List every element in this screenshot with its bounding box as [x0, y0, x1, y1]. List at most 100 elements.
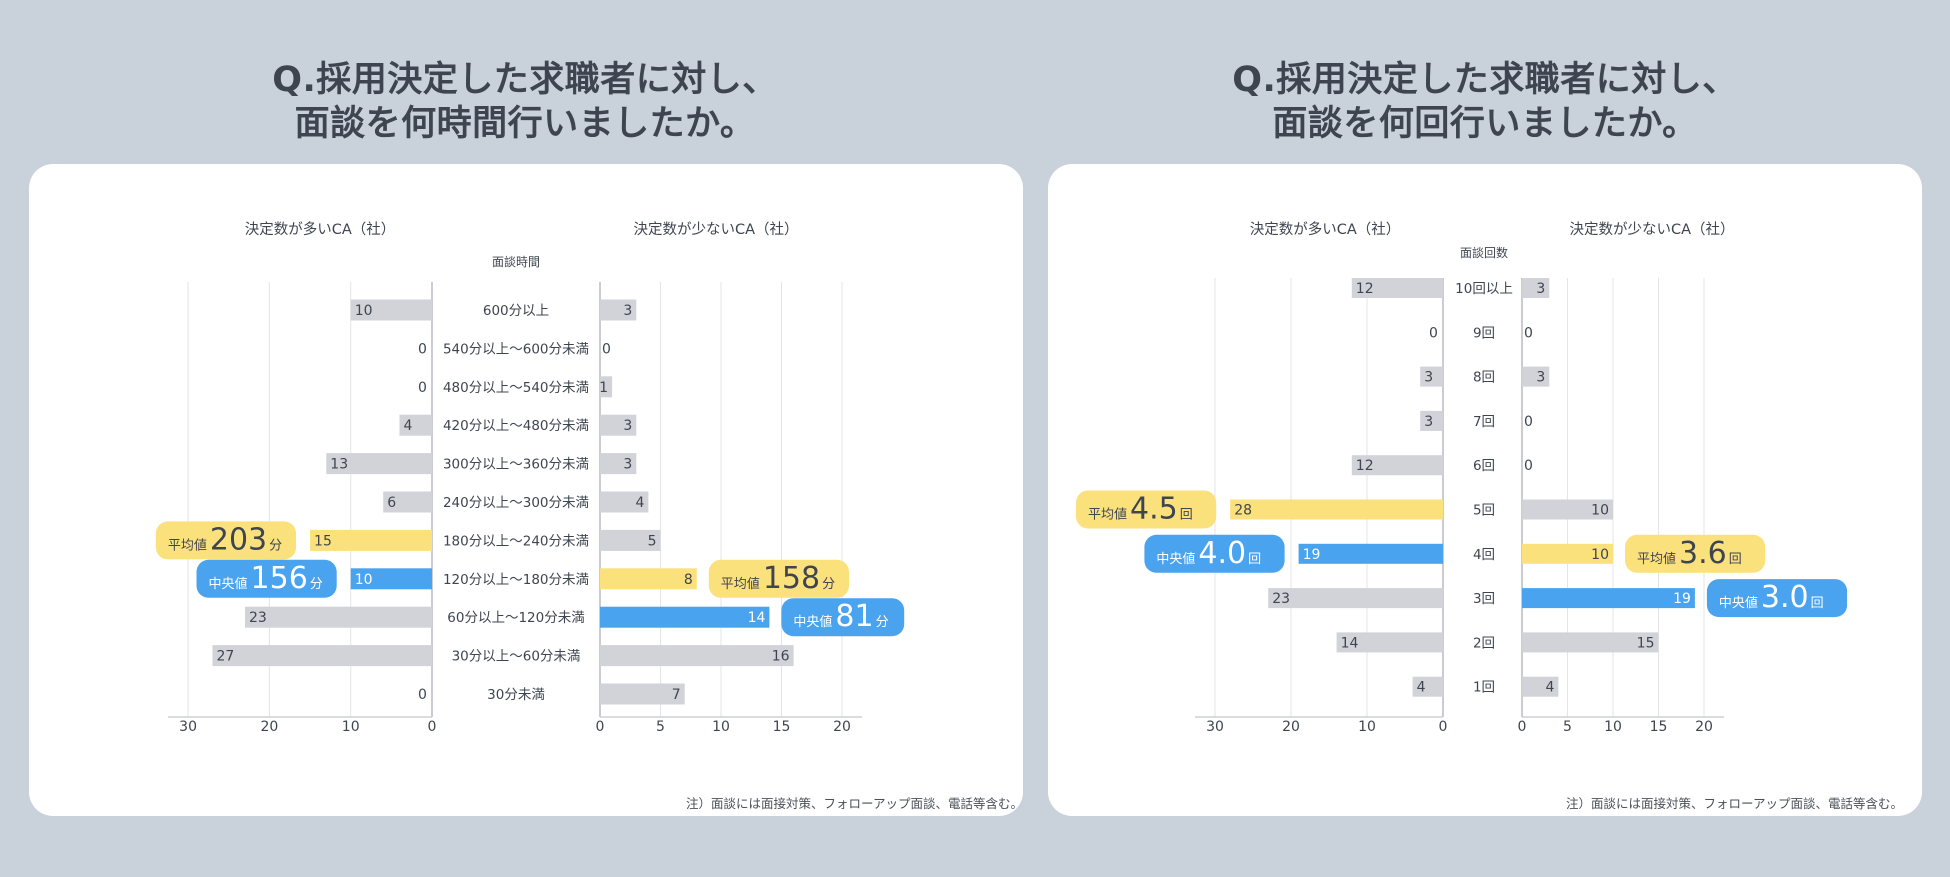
- bar-right: [600, 645, 794, 667]
- category-label: 240分以上〜300分未満: [443, 495, 589, 511]
- bar-right: [600, 414, 637, 436]
- x-tick-label-left: 20: [1282, 719, 1300, 735]
- category-label: 8回: [1473, 370, 1495, 386]
- mean-badge-left-badge: [155, 521, 297, 560]
- bar-left: [1412, 676, 1443, 697]
- x-tick-label-right: 0: [596, 719, 605, 735]
- category-label: 3回: [1473, 591, 1495, 607]
- bar-value-label-left: 12: [1356, 281, 1374, 297]
- median-badge-right-badge: [1706, 579, 1848, 618]
- bar-right: [600, 606, 770, 628]
- x-tick-label-right: 5: [1563, 719, 1572, 735]
- bar-left: [1420, 410, 1443, 431]
- category-header: 面談回数: [1460, 245, 1508, 260]
- median-badge-left-value: 156: [251, 561, 308, 596]
- bar-value-label-right: 3: [623, 303, 632, 319]
- series-header-right: 決定数が少ないCA（社）: [633, 221, 798, 238]
- bar-value-label-left: 28: [1234, 503, 1252, 519]
- bar-value-label-left: 0: [418, 687, 427, 703]
- category-header: 面談時間: [492, 254, 540, 269]
- bar-value-label-left: 6: [387, 495, 396, 511]
- bar-left: [1298, 543, 1443, 564]
- chart-title-hours: Q.採用決定した求職者に対し、 面談を何時間行いましたか。: [30, 58, 1020, 146]
- bar-right: [1522, 499, 1613, 520]
- bar-left: [399, 414, 432, 436]
- bar-value-label-left: 15: [314, 533, 332, 549]
- bar-value-label-right: 3: [623, 457, 632, 473]
- bar-right: [600, 453, 637, 475]
- category-label: 180分以上〜240分未満: [443, 533, 589, 549]
- bar-right: [1522, 588, 1695, 609]
- chart-title-count: Q.採用決定した求職者に対し、 面談を何回行いましたか。: [1048, 58, 1922, 146]
- bar-left: [245, 606, 432, 628]
- mean-badge-right-value: 3.6: [1679, 536, 1727, 571]
- bar-value-label-right: 19: [1673, 591, 1691, 607]
- bar-value-label-left: 13: [330, 457, 348, 473]
- median-badge-left-unit: 回: [1248, 552, 1261, 567]
- bar-left: [326, 453, 432, 475]
- category-label: 60分以上〜120分未満: [447, 610, 584, 626]
- bar-value-label-right: 16: [772, 649, 790, 665]
- median-badge-left-badge: [196, 559, 337, 598]
- bar-value-label-left: 23: [249, 610, 267, 626]
- median-badge-left-value: 4.0: [1198, 536, 1246, 571]
- series-header-left: 決定数が多いCA（社）: [1250, 221, 1401, 238]
- category-label: 5回: [1473, 503, 1495, 519]
- x-tick-label-right: 0: [1518, 719, 1527, 735]
- mean-badge-left-value: 4.5: [1130, 492, 1178, 527]
- category-label: 600分以上: [483, 303, 549, 319]
- bar-value-label-left: 19: [1303, 547, 1321, 563]
- bar-left: [1351, 455, 1443, 476]
- x-tick-label-left: 20: [260, 719, 278, 735]
- bar-left: [1230, 499, 1443, 520]
- category-label: 420分以上〜480分未満: [443, 418, 589, 434]
- bar-value-label-right: 10: [1591, 503, 1609, 519]
- bar-right: [600, 529, 661, 551]
- chart-title-count-line-2: 面談を何回行いましたか。: [1272, 104, 1698, 144]
- bar-value-label-left: 14: [1341, 635, 1359, 651]
- bar-value-label-right: 8: [684, 572, 693, 588]
- category-label: 6回: [1473, 458, 1495, 474]
- chart-title-hours-line-2: 面談を何時間行いましたか。: [294, 104, 756, 144]
- bar-value-label-right: 3: [1536, 370, 1545, 386]
- bar-value-label-right: 3: [1536, 281, 1545, 297]
- median-badge-right-text: 中央値 3.0 回: [1719, 580, 1824, 615]
- bar-right: [600, 568, 697, 590]
- median-badge-right-value: 81: [835, 599, 873, 634]
- bar-left: [383, 491, 432, 513]
- bar-value-label-left: 4: [403, 418, 412, 434]
- category-label: 120分以上〜180分未満: [443, 572, 589, 588]
- mean-badge-right-unit: 回: [1729, 552, 1742, 567]
- bar-right: [1522, 632, 1659, 653]
- category-label: 30分未満: [487, 687, 545, 703]
- bar-right: [600, 376, 613, 398]
- category-label: 10回以上: [1455, 281, 1513, 297]
- category-label: 300分以上〜360分未満: [443, 457, 589, 473]
- mean-badge-left-label: 平均値: [168, 537, 207, 553]
- bar-value-label-right: 14: [748, 610, 766, 626]
- median-badge-left-label: 中央値: [1156, 551, 1195, 567]
- category-label: 30分以上〜60分未満: [452, 649, 581, 665]
- bar-right: [600, 491, 649, 513]
- median-badge-left-label: 中央値: [209, 576, 248, 592]
- x-tick-label-left: 10: [342, 719, 360, 735]
- x-tick-label-right: 10: [1604, 719, 1622, 735]
- bar-value-label-left: 3: [1424, 414, 1433, 430]
- mean-badge-right-text: 平均値 158 分: [721, 561, 835, 596]
- bar-right: [1522, 366, 1550, 387]
- mean-badge-left-label: 平均値: [1088, 507, 1127, 523]
- median-badge-right-unit: 回: [1811, 596, 1824, 611]
- median-badge-right-text: 中央値 81 分: [793, 599, 888, 634]
- chart-panel-count: [1048, 164, 1922, 816]
- mean-badge-right-badge: [708, 559, 849, 598]
- x-tick-label-right: 15: [773, 719, 791, 735]
- bar-value-label-right: 4: [1545, 680, 1554, 696]
- footnote-count: 注）面談には面接対策、フォローアップ面談、電話等含む。: [1565, 796, 1903, 811]
- chart-title-count-line-1: Q.採用決定した求職者に対し、: [1232, 60, 1738, 100]
- median-badge-left-text: 中央値 156 分: [209, 561, 323, 596]
- bar-value-label-right: 0: [1524, 325, 1533, 341]
- median-badge-right-label: 中央値: [793, 614, 832, 630]
- mean-badge-left-unit: 分: [269, 538, 282, 553]
- series-header-right: 決定数が少ないCA（社）: [1569, 221, 1734, 238]
